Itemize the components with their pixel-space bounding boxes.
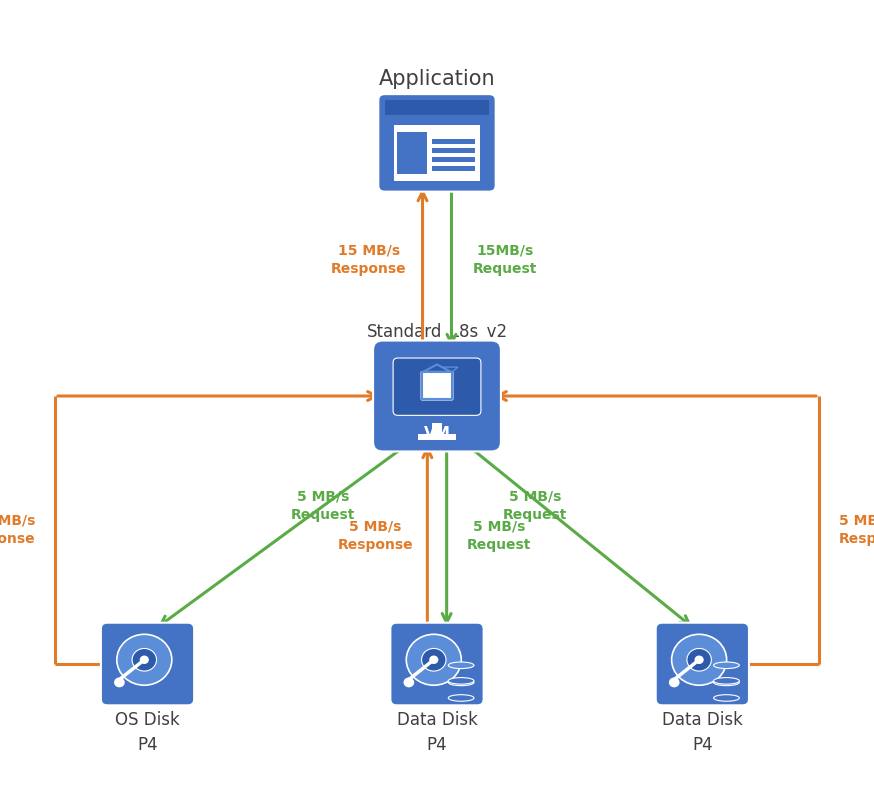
Text: OS Disk
P4: OS Disk P4 — [115, 710, 180, 753]
Circle shape — [406, 634, 461, 685]
Ellipse shape — [448, 679, 474, 686]
Circle shape — [140, 656, 149, 664]
FancyBboxPatch shape — [420, 371, 454, 401]
FancyBboxPatch shape — [393, 358, 481, 415]
Bar — [418, 434, 456, 440]
Circle shape — [429, 656, 439, 664]
Ellipse shape — [713, 695, 739, 701]
Circle shape — [687, 649, 711, 671]
Text: 5 MB/s
Response: 5 MB/s Response — [0, 514, 35, 546]
Circle shape — [114, 677, 125, 687]
Text: 5 MB/s
Request: 5 MB/s Request — [291, 489, 355, 522]
Ellipse shape — [713, 678, 739, 684]
FancyBboxPatch shape — [391, 623, 483, 706]
Bar — [713, 683, 739, 698]
Bar — [713, 665, 739, 681]
Circle shape — [669, 677, 680, 687]
Circle shape — [117, 634, 172, 685]
Text: Standard_L8s_v2: Standard_L8s_v2 — [366, 322, 508, 341]
FancyBboxPatch shape — [373, 341, 501, 451]
Ellipse shape — [448, 662, 474, 668]
Bar — [432, 166, 475, 171]
Ellipse shape — [448, 678, 474, 684]
Text: 15 MB/s
Response: 15 MB/s Response — [331, 244, 406, 276]
Bar — [432, 157, 475, 162]
Bar — [432, 148, 475, 153]
Text: 5 MB/s
Response: 5 MB/s Response — [337, 520, 413, 552]
Text: 5 MB/s
Request: 5 MB/s Request — [467, 520, 531, 552]
Bar — [448, 683, 474, 698]
Circle shape — [671, 634, 726, 685]
Bar — [432, 139, 475, 143]
Bar — [448, 665, 474, 681]
Circle shape — [404, 677, 414, 687]
Bar — [394, 125, 480, 181]
Ellipse shape — [713, 679, 739, 686]
FancyBboxPatch shape — [656, 623, 749, 706]
Ellipse shape — [713, 662, 739, 668]
Circle shape — [421, 649, 446, 671]
Text: 15MB/s
Request: 15MB/s Request — [473, 244, 538, 276]
Text: Data Disk
P4: Data Disk P4 — [397, 710, 477, 753]
Text: Application: Application — [378, 69, 496, 89]
FancyBboxPatch shape — [378, 94, 496, 192]
Text: Data Disk
P4: Data Disk P4 — [662, 710, 743, 753]
Circle shape — [132, 649, 156, 671]
Circle shape — [695, 656, 704, 664]
Text: 5 MB/s
Request: 5 MB/s Request — [503, 489, 567, 522]
Ellipse shape — [448, 695, 474, 701]
Bar — [397, 132, 427, 174]
Text: 5 MB/s
Response: 5 MB/s Response — [839, 514, 874, 546]
FancyBboxPatch shape — [101, 623, 194, 706]
Text: VM: VM — [424, 426, 450, 441]
Bar — [432, 423, 442, 440]
Bar — [385, 100, 489, 116]
